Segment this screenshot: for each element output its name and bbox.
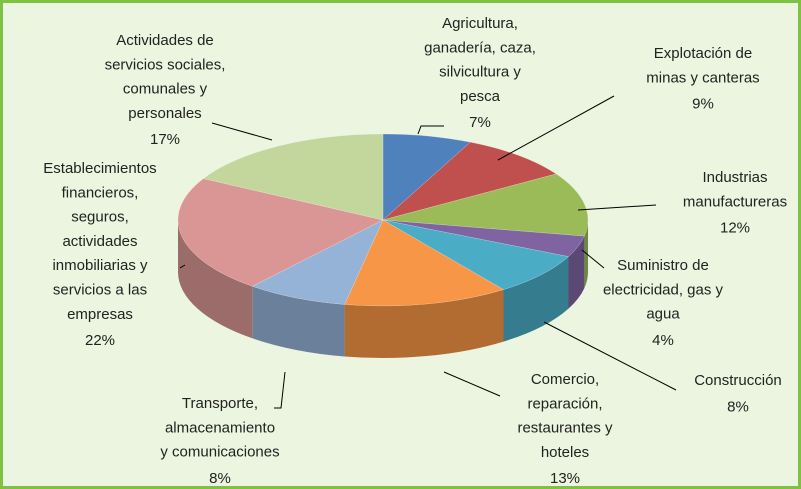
slice xyxy=(344,219,505,307)
slice-label: Construcción xyxy=(694,372,782,389)
slice xyxy=(382,133,471,221)
slice-label: Explotación de minas y canteras xyxy=(646,45,759,86)
leader-line xyxy=(274,371,286,409)
slice-label: Agricultura, ganadería, caza, silvicultura… xyxy=(424,15,536,105)
slice-percent: 9% xyxy=(692,96,714,113)
slice-side xyxy=(568,236,585,309)
pie-top xyxy=(177,133,589,307)
slice-label: Actividades de servicios sociales, comunal… xyxy=(105,32,226,122)
slice xyxy=(382,219,585,257)
slice xyxy=(382,219,570,290)
slice-side xyxy=(344,289,504,358)
leader-line xyxy=(543,321,677,391)
slice-label: Suministro de electricidad, gas y agua xyxy=(603,257,724,323)
slice-percent: 17% xyxy=(150,131,180,148)
slice xyxy=(382,173,589,237)
leader-line xyxy=(443,371,501,397)
slice-percent: 8% xyxy=(209,470,231,487)
slice-percent: 4% xyxy=(652,332,674,349)
leader-line xyxy=(417,125,444,135)
pie-sides xyxy=(178,220,588,358)
slice-side xyxy=(252,286,345,357)
leader-line xyxy=(497,95,615,161)
slice-label: Comercio, reparación, restaurantes y hotele… xyxy=(517,371,613,461)
slice xyxy=(177,178,384,287)
slice-percent: 13% xyxy=(550,470,580,487)
slice-percent: 22% xyxy=(85,332,115,349)
leader-line xyxy=(211,122,273,141)
slice xyxy=(202,133,384,221)
leader-line xyxy=(577,204,657,211)
slice-side xyxy=(178,220,253,339)
slice-side xyxy=(503,256,569,342)
slice-percent: 12% xyxy=(720,220,750,237)
slice-percent: 7% xyxy=(469,114,491,131)
slice xyxy=(382,141,557,221)
leader-line xyxy=(581,249,605,269)
slice-label: Establecimientos financieros, seguros, acti… xyxy=(43,160,156,323)
slice-label: Transporte, almacenamiento y comunicacione… xyxy=(160,395,279,461)
slice-label: Industrias manufactureras xyxy=(683,169,787,210)
leader-line xyxy=(179,264,186,269)
slice xyxy=(251,219,384,305)
slice-percent: 8% xyxy=(727,398,749,415)
